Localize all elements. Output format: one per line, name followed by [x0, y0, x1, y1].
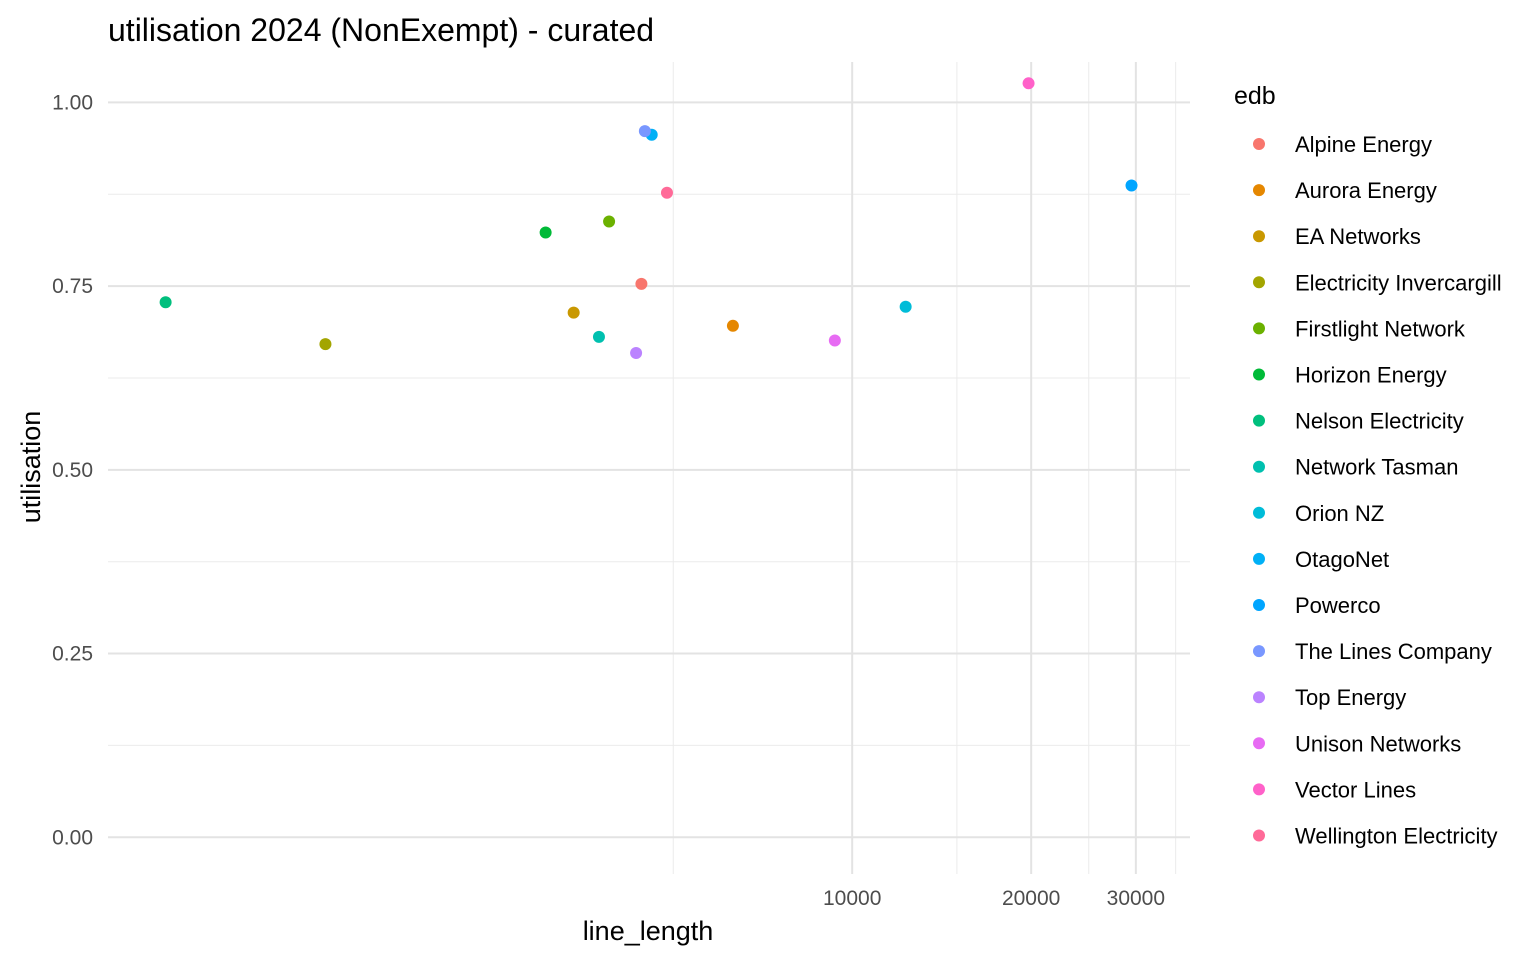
legend-key — [1253, 368, 1265, 381]
y-tick-label: 0.50 — [52, 459, 93, 482]
legend-key — [1253, 414, 1265, 427]
legend-key — [1253, 184, 1265, 197]
data-point — [603, 215, 616, 228]
chart-title: utilisation 2024 (NonExempt) - curated — [108, 12, 654, 48]
data-point — [660, 186, 673, 199]
legend-label: Vector Lines — [1295, 777, 1416, 802]
data-point — [567, 306, 580, 319]
legend-key — [1253, 599, 1265, 611]
data-point — [319, 338, 332, 351]
legend-key — [1253, 783, 1265, 796]
legend-label: Wellington Electricity — [1295, 824, 1498, 849]
data-point — [828, 334, 841, 347]
legend-label: Top Energy — [1295, 685, 1406, 710]
y-tick-label: 0.25 — [52, 643, 93, 666]
data-point — [159, 296, 172, 309]
data-points — [159, 77, 1138, 359]
x-tick-label: 30000 — [1107, 887, 1165, 910]
legend-key — [1253, 460, 1265, 473]
legend-label: Aurora Energy — [1295, 178, 1437, 203]
data-point — [899, 300, 912, 313]
y-tick-label: 1.00 — [52, 91, 93, 114]
legend-label: Network Tasman — [1295, 455, 1458, 480]
legend-key — [1253, 829, 1265, 842]
legend-label: Electricity Invercargill — [1295, 270, 1502, 295]
legend-key — [1253, 276, 1265, 289]
legend-label: Nelson Electricity — [1295, 409, 1464, 434]
axes: 0.00 0.25 0.50 0.75 1.00 10000 20000 30000 — [52, 91, 1165, 910]
legend-label: Powerco — [1295, 593, 1381, 618]
y-tick-label: 0.75 — [52, 275, 93, 298]
x-tick-label: 20000 — [1002, 887, 1060, 910]
legend-key — [1253, 322, 1265, 335]
legend: edb Alpine Energy Aurora Energy EA Network… — [1234, 82, 1502, 849]
legend-label: Firstlight Network — [1295, 316, 1466, 341]
legend-key — [1253, 230, 1265, 243]
legend-key — [1253, 506, 1265, 519]
data-point — [1022, 77, 1035, 90]
legend-label: OtagoNet — [1295, 547, 1389, 572]
legend-key — [1253, 138, 1265, 150]
legend-label: EA Networks — [1295, 224, 1421, 249]
data-point — [726, 319, 739, 332]
data-point — [1125, 179, 1138, 192]
x-tick-label: 10000 — [823, 887, 881, 910]
gridlines — [108, 62, 1190, 874]
legend-label: Orion NZ — [1295, 501, 1384, 526]
legend-label: Alpine Energy — [1295, 132, 1432, 157]
legend-key — [1253, 691, 1265, 704]
legend-key — [1253, 737, 1265, 750]
data-point — [635, 277, 648, 290]
y-axis-label: utilisation — [16, 411, 46, 524]
data-point — [630, 346, 643, 359]
legend-title: edb — [1234, 82, 1276, 110]
y-tick-label: 0.00 — [52, 826, 93, 849]
data-point — [638, 125, 651, 138]
legend-key — [1253, 645, 1265, 658]
x-axis-label: line_length — [583, 916, 714, 946]
data-point — [539, 226, 552, 239]
legend-key — [1253, 552, 1265, 565]
data-point — [592, 330, 605, 343]
legend-label: Unison Networks — [1295, 731, 1461, 756]
legend-label: Horizon Energy — [1295, 363, 1447, 388]
legend-label: The Lines Company — [1295, 639, 1492, 664]
